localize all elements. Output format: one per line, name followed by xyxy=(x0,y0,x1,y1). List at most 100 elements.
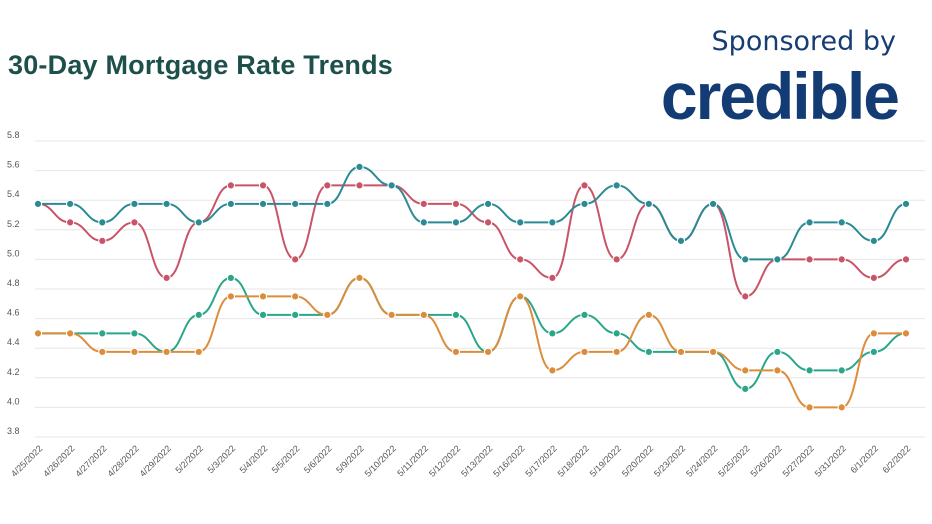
data-point-s0 xyxy=(323,181,332,190)
x-tick-label: 5/25/2022 xyxy=(716,443,751,478)
data-point-s3 xyxy=(355,273,364,282)
data-point-s3 xyxy=(130,347,139,356)
data-point-s3 xyxy=(323,310,332,319)
y-tick-label: 5.8 xyxy=(7,130,20,140)
data-point-s0 xyxy=(869,273,878,282)
data-point-s2 xyxy=(226,273,235,282)
data-point-s3 xyxy=(773,366,782,375)
x-tick-label: 5/24/2022 xyxy=(684,443,719,478)
x-tick-label: 4/25/2022 xyxy=(9,443,44,478)
data-point-s2 xyxy=(837,366,846,375)
data-point-s3 xyxy=(291,292,300,301)
series-line-1 xyxy=(37,165,907,261)
x-tick-label: 5/26/2022 xyxy=(748,443,783,478)
y-tick-label: 3.8 xyxy=(7,426,20,436)
x-tick-label: 5/16/2022 xyxy=(491,443,526,478)
data-point-s1 xyxy=(66,199,75,208)
data-point-s1 xyxy=(451,218,461,227)
x-tick-label: 4/28/2022 xyxy=(105,443,140,478)
y-tick-label: 5.2 xyxy=(7,219,20,229)
x-tick-label: 5/10/2022 xyxy=(363,443,398,478)
y-tick-label: 5.4 xyxy=(7,189,20,199)
data-point-s0 xyxy=(901,255,911,264)
data-point-s0 xyxy=(258,181,268,190)
x-tick-label: 5/3/2022 xyxy=(205,443,237,475)
y-tick-label: 4.0 xyxy=(7,396,20,406)
data-point-s3 xyxy=(516,292,525,301)
data-point-s2 xyxy=(612,329,621,338)
data-point-s1 xyxy=(805,218,814,227)
x-tick-label: 5/12/2022 xyxy=(427,443,462,478)
data-point-s2 xyxy=(291,310,300,319)
data-point-s3 xyxy=(869,329,878,338)
x-tick-label: 5/18/2022 xyxy=(556,443,591,478)
data-point-s1 xyxy=(387,181,396,190)
data-point-s3 xyxy=(98,347,107,356)
x-tick-label: 5/27/2022 xyxy=(781,443,816,478)
data-point-s1 xyxy=(869,236,878,245)
series-line-3 xyxy=(38,276,906,409)
data-point-s1 xyxy=(162,199,171,208)
data-point-s0 xyxy=(805,255,814,264)
data-point-s1 xyxy=(419,218,428,227)
data-point-s1 xyxy=(901,199,911,208)
x-tick-label: 5/13/2022 xyxy=(459,443,494,478)
data-point-s1 xyxy=(644,199,653,208)
data-point-s3 xyxy=(194,347,203,356)
data-point-s2 xyxy=(258,310,268,319)
data-point-s3 xyxy=(612,347,621,356)
data-point-s3 xyxy=(66,329,75,338)
x-tick-label: 4/27/2022 xyxy=(73,443,108,478)
sponsor-label: Sponsored by xyxy=(711,26,896,57)
x-tick-label: 6/1/2022 xyxy=(848,443,880,475)
data-point-s2 xyxy=(98,329,107,338)
data-point-s2 xyxy=(548,329,557,338)
data-point-s3 xyxy=(676,347,686,356)
x-tick-label: 5/5/2022 xyxy=(270,443,302,475)
data-point-s0 xyxy=(516,255,525,264)
data-point-s3 xyxy=(483,347,493,356)
series-line-2 xyxy=(38,276,907,390)
x-tick-label: 5/31/2022 xyxy=(813,443,848,478)
data-point-s0 xyxy=(130,218,139,227)
data-point-s3 xyxy=(741,366,750,375)
data-point-s1 xyxy=(291,199,300,208)
y-tick-label: 5.6 xyxy=(7,160,20,170)
data-point-s3 xyxy=(644,310,653,319)
x-tick-label: 6/2/2022 xyxy=(881,443,913,475)
data-point-s1 xyxy=(837,218,846,227)
x-tick-label: 5/4/2022 xyxy=(238,443,270,475)
data-point-s3 xyxy=(451,347,461,356)
data-point-s0 xyxy=(612,255,621,264)
data-point-s1 xyxy=(130,199,139,208)
data-point-s0 xyxy=(291,255,300,264)
data-point-s3 xyxy=(258,292,268,301)
data-point-s3 xyxy=(419,310,428,319)
x-tick-label: 5/11/2022 xyxy=(395,443,430,478)
data-point-s0 xyxy=(226,181,235,190)
x-tick-label: 5/17/2022 xyxy=(523,443,558,478)
data-point-s3 xyxy=(901,329,911,338)
data-point-s1 xyxy=(98,218,107,227)
data-point-s2 xyxy=(869,347,878,356)
x-tick-label: 5/9/2022 xyxy=(334,443,366,475)
y-tick-label: 4.8 xyxy=(7,278,20,288)
data-point-s0 xyxy=(162,273,171,282)
data-point-s3 xyxy=(837,403,846,412)
data-point-s1 xyxy=(709,199,718,208)
x-tick-label: 4/26/2022 xyxy=(41,443,76,478)
data-point-s1 xyxy=(516,218,525,227)
data-point-s1 xyxy=(355,162,364,171)
data-point-s1 xyxy=(483,199,493,208)
data-point-s3 xyxy=(226,292,235,301)
data-point-s3 xyxy=(387,310,396,319)
data-point-s2 xyxy=(805,366,814,375)
x-tick-label: 5/20/2022 xyxy=(620,443,655,478)
data-point-s2 xyxy=(773,347,782,356)
data-point-s0 xyxy=(451,199,461,208)
data-point-s1 xyxy=(258,199,268,208)
credible-logo: credible xyxy=(660,59,900,133)
data-point-s0 xyxy=(98,236,107,245)
data-point-s0 xyxy=(548,273,557,282)
data-point-s1 xyxy=(741,255,750,264)
